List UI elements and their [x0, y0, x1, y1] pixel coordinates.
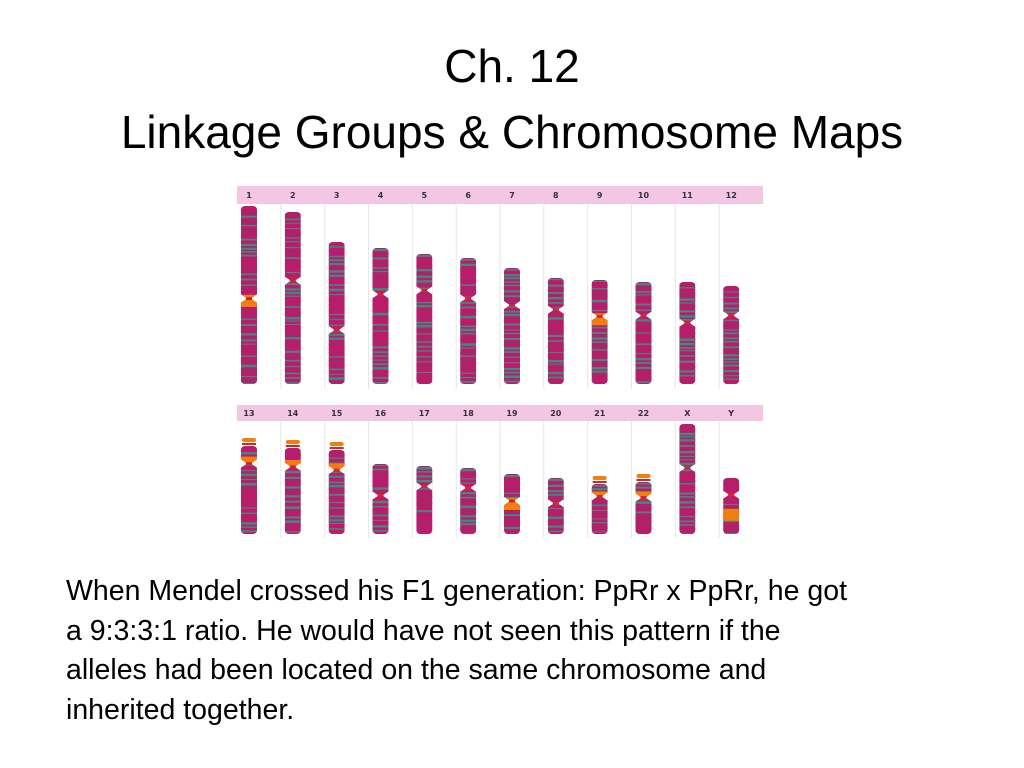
- chromosome: [547, 478, 564, 534]
- chromosome: [328, 442, 345, 534]
- chromosome-label: 21: [594, 409, 606, 418]
- chromosome-label: 10: [638, 191, 650, 200]
- chromosome: [372, 464, 389, 534]
- chromosome-label: 20: [550, 409, 562, 418]
- chromosome-label: 8: [553, 191, 559, 200]
- body-line-4: inherited together.: [66, 693, 295, 726]
- chromosome: [241, 438, 257, 534]
- slide-title-line-1: Ch. 12: [444, 40, 580, 92]
- chromosome-label: 15: [331, 409, 343, 418]
- chromosome: [591, 280, 608, 384]
- karyotype-chromosomes: [241, 206, 740, 534]
- chromosome: [504, 268, 520, 384]
- karyotype-row-2-labels: 13 14 15 16 17 18 19 20 21 22 X Y: [243, 409, 734, 418]
- chromosome-label: 22: [638, 409, 649, 418]
- chromosome-label: 14: [287, 409, 299, 418]
- chromosome-label: 17: [419, 409, 430, 418]
- chromosome: [504, 474, 520, 534]
- chromosome: [372, 248, 389, 384]
- body-text: When Mendel crossed his F1 generation: P…: [66, 572, 1006, 730]
- chromosome: [460, 468, 477, 534]
- chromosome: [635, 474, 652, 534]
- chromosome-label: 1: [246, 191, 252, 200]
- chromosome-label: 4: [378, 191, 384, 200]
- chromosome-label: 13: [243, 409, 254, 418]
- chromosome: [723, 478, 740, 534]
- karyotype-row-1-header: [237, 186, 763, 204]
- chromosome-label: Y: [727, 409, 734, 418]
- chromosome-label: 3: [334, 191, 340, 200]
- chromosome-label: 16: [375, 409, 387, 418]
- chromosome: [416, 254, 433, 384]
- chromosome-label: 11: [682, 191, 694, 200]
- chromosome: [635, 282, 652, 384]
- karyotype-image: 1 2 3 4 5 6 7 8 9 10 11 12 13 14 15 16 17 18 19 20 21 22 X Y: [237, 184, 763, 540]
- chromosome: [547, 278, 564, 384]
- chromosome-label: 5: [422, 191, 428, 200]
- chromosome: [723, 286, 740, 384]
- chromosome-label: 7: [509, 191, 515, 200]
- karyotype-grid: [280, 204, 720, 538]
- chromosome-label: 2: [290, 191, 296, 200]
- body-line-1: When Mendel crossed his F1 generation: P…: [66, 575, 847, 607]
- chromosome: [284, 212, 301, 384]
- chromosome: [679, 424, 696, 534]
- chromosome: [591, 476, 608, 534]
- body-line-3: alleles had been located on the same chr…: [66, 654, 767, 686]
- karyotype-row-2-header: [237, 405, 763, 421]
- chromosome: [416, 466, 433, 534]
- slide-title-line-2: Linkage Groups & Chromosome Maps: [120, 106, 904, 158]
- chromosome-label: 19: [506, 409, 518, 418]
- chromosome-label: 6: [465, 191, 471, 200]
- chromosome-label: 12: [726, 191, 737, 200]
- chromosome: [460, 258, 477, 384]
- karyotype-row-1-labels: 1 2 3 4 5 6 7 8 9 10 11 12: [246, 191, 737, 200]
- chromosome: [241, 206, 257, 384]
- chromosome: [284, 440, 301, 534]
- chromosome: [328, 242, 345, 384]
- chromosome-label: 9: [597, 191, 603, 200]
- chromosome: [679, 282, 696, 384]
- chromosome-label: X: [684, 409, 691, 418]
- body-line-2: a 9:3:3:1 ratio. He would have not seen …: [66, 614, 781, 647]
- chromosome-label: 18: [463, 409, 475, 418]
